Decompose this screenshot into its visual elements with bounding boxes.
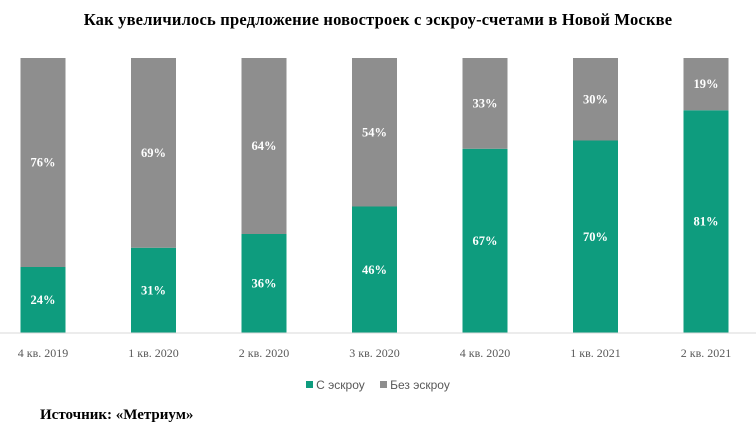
bar-no-escrow-0 — [20, 58, 66, 267]
legend-swatch-no-escrow — [380, 381, 388, 388]
data-label-escrow-6: 81% — [694, 215, 719, 229]
x-tick-label-1: 1 кв. 2020 — [128, 346, 179, 360]
data-label-no-escrow-5: 30% — [583, 92, 608, 106]
data-label-no-escrow-3: 54% — [362, 125, 387, 139]
x-tick-label-5: 1 кв. 2021 — [570, 346, 621, 360]
legend-label-escrow: С эскроу — [316, 378, 365, 392]
x-tick-labels: 4 кв. 2019 1 кв. 2020 2 кв. 2020 3 кв. 2020… — [18, 346, 732, 360]
data-label-escrow-1: 31% — [141, 283, 166, 297]
data-label-no-escrow-1: 69% — [141, 146, 166, 160]
data-label-no-escrow-2: 64% — [252, 139, 277, 153]
data-label-no-escrow-6: 19% — [694, 77, 719, 91]
bar-no-escrow-4 — [462, 58, 508, 149]
source-note: Источник: «Метриум» — [40, 407, 194, 423]
bar-no-escrow-1 — [131, 58, 176, 248]
x-tick-label-2: 2 кв. 2020 — [239, 346, 290, 360]
data-label-escrow-0: 24% — [31, 293, 56, 307]
bar-escrow-2 — [241, 234, 287, 333]
x-tick-label-6: 2 кв. 2021 — [681, 346, 732, 360]
x-tick-label-0: 4 кв. 2019 — [18, 346, 69, 360]
bar-escrow-6 — [683, 110, 729, 333]
bar-escrow-5 — [573, 140, 618, 333]
bar-escrow-3 — [352, 206, 397, 333]
data-label-escrow-2: 36% — [252, 277, 277, 291]
bar-no-escrow-6 — [683, 58, 729, 111]
legend-item-no-escrow: Без эскроу — [380, 378, 450, 392]
legend-swatch-escrow — [306, 381, 314, 388]
chart-title: Как увеличилось предложение новостроек с… — [83, 10, 673, 29]
data-label-no-escrow-4: 33% — [473, 96, 498, 110]
bar-no-escrow-3 — [352, 58, 397, 207]
bar-escrow-1 — [131, 247, 176, 333]
legend: С эскроу Без эскроу — [0, 378, 756, 392]
legend-item-escrow: С эскроу — [306, 378, 365, 392]
x-tick-label-4: 4 кв. 2020 — [460, 346, 511, 360]
data-label-escrow-4: 67% — [473, 234, 498, 248]
bar-escrow-0 — [20, 267, 66, 333]
bar-no-escrow-2 — [241, 58, 287, 234]
data-label-no-escrow-0: 76% — [31, 156, 56, 170]
data-label-escrow-5: 70% — [583, 230, 608, 244]
bars-layer: 24% 76% 31% 69% 36% 64% 46% 54% 67% 33% 70% 30% 81% 1… — [20, 58, 729, 333]
data-label-escrow-3: 46% — [362, 263, 387, 277]
bar-escrow-4 — [462, 148, 508, 333]
bar-no-escrow-5 — [573, 58, 618, 141]
legend-label-no-escrow: Без эскроу — [390, 378, 450, 392]
x-tick-label-3: 3 кв. 2020 — [349, 346, 400, 360]
